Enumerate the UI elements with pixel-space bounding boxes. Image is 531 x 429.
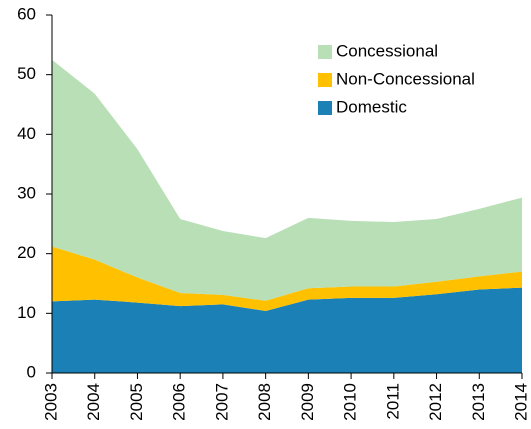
x-tick-label: 2004	[84, 383, 103, 421]
x-tick-label: 2006	[170, 383, 189, 421]
x-tick-label: 2011	[383, 383, 402, 420]
legend-label: Concessional	[336, 41, 438, 60]
y-tick-label: 0	[27, 362, 36, 381]
y-tick-label: 10	[17, 303, 36, 322]
x-tick-label: 2005	[127, 383, 146, 421]
legend-swatch	[318, 73, 332, 87]
x-tick-label: 2014	[511, 383, 530, 421]
x-tick-label: 2007	[212, 383, 231, 421]
legend-label: Non-Concessional	[336, 69, 475, 88]
x-tick-label: 2010	[341, 383, 360, 421]
y-tick-label: 50	[17, 64, 36, 83]
x-tick-label: 2008	[255, 383, 274, 421]
area	[52, 59, 522, 301]
x-tick-label: 2009	[298, 383, 317, 421]
y-tick-label: 20	[17, 243, 36, 262]
legend-label: Domestic	[336, 97, 407, 116]
area	[52, 287, 522, 373]
y-tick-label: 40	[17, 124, 36, 143]
x-tick-label: 2003	[41, 383, 60, 421]
area	[52, 246, 522, 311]
legend-swatch	[318, 101, 332, 115]
y-tick-label: 30	[17, 183, 36, 202]
y-tick-label: 60	[17, 4, 36, 23]
legend-swatch	[318, 45, 332, 59]
x-tick-label: 2013	[469, 383, 488, 421]
x-tick-label: 2012	[426, 383, 445, 421]
